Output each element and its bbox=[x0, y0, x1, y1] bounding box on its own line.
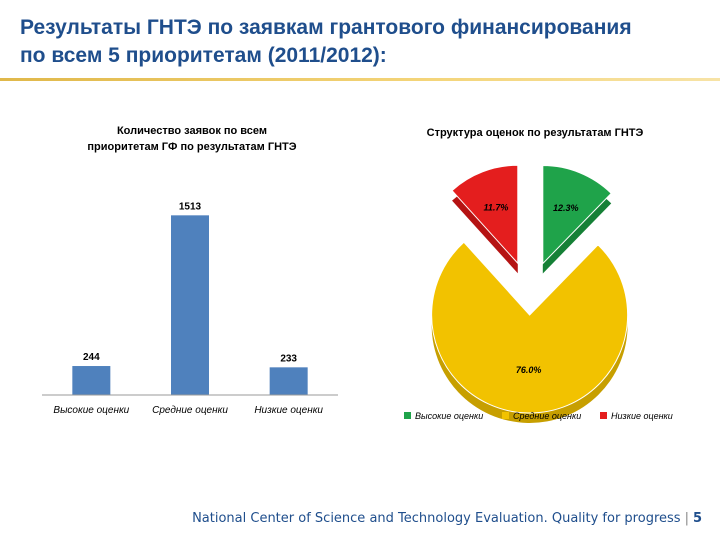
title-divider bbox=[0, 78, 720, 81]
pie-slice-high bbox=[542, 165, 612, 265]
legend-swatch-low bbox=[600, 412, 607, 419]
pie-value-label-low: 11.7% bbox=[484, 203, 509, 213]
bar-chart-title-line-2: приоритетам ГФ по результатам ГНТЭ bbox=[87, 141, 296, 153]
bar-category-label-medium: Средние оценки bbox=[152, 405, 228, 416]
bar-value-label-high: 244 bbox=[83, 352, 100, 363]
pie-value-label-high: 12.3% bbox=[553, 203, 579, 213]
legend-swatch-medium bbox=[502, 412, 509, 419]
bar-high bbox=[72, 366, 111, 395]
footer-text: National Center of Science and Technolog… bbox=[192, 511, 681, 526]
pie-slice-medium bbox=[431, 241, 629, 414]
bar-category-label-high: Высокие оценки bbox=[53, 405, 129, 416]
bar-value-label-low: 233 bbox=[280, 353, 297, 364]
legend-label-high: Высокие оценки bbox=[415, 411, 483, 421]
footer: National Center of Science and Technolog… bbox=[192, 511, 702, 526]
pie-chart-title: Структура оценок по результатам ГНТЭ bbox=[427, 127, 644, 139]
bar-chart: Количество заявок по всем приоритетам ГФ… bbox=[42, 125, 338, 416]
slide-title-line-2: по всем 5 приоритетам (2011/2012): bbox=[20, 44, 387, 67]
footer-separator: | bbox=[684, 511, 689, 526]
bar-category-label-low: Низкие оценки bbox=[254, 405, 323, 416]
pie-legend: Высокие оценки Средние оценки Низкие оценк… bbox=[404, 411, 673, 421]
bar-medium bbox=[171, 215, 209, 395]
bar-low bbox=[269, 367, 308, 395]
legend-label-medium: Средние оценки bbox=[513, 411, 581, 421]
page-number: 5 bbox=[692, 511, 702, 526]
slide-title: Результаты ГНТЭ по заявкам грантового фи… bbox=[20, 14, 700, 70]
pie-slice-low bbox=[451, 164, 519, 265]
legend-swatch-high bbox=[404, 412, 411, 419]
bar-chart-title-line-1: Количество заявок по всем bbox=[117, 125, 267, 137]
legend-label-low: Низкие оценки bbox=[611, 411, 673, 421]
slide-title-line-1: Результаты ГНТЭ по заявкам грантового фи… bbox=[20, 16, 632, 39]
pie-chart: Структура оценок по результатам ГНТЭ 12.… bbox=[404, 127, 673, 423]
bar-value-label-medium: 1513 bbox=[179, 201, 202, 212]
pie-value-label-medium: 76.0% bbox=[516, 365, 542, 375]
